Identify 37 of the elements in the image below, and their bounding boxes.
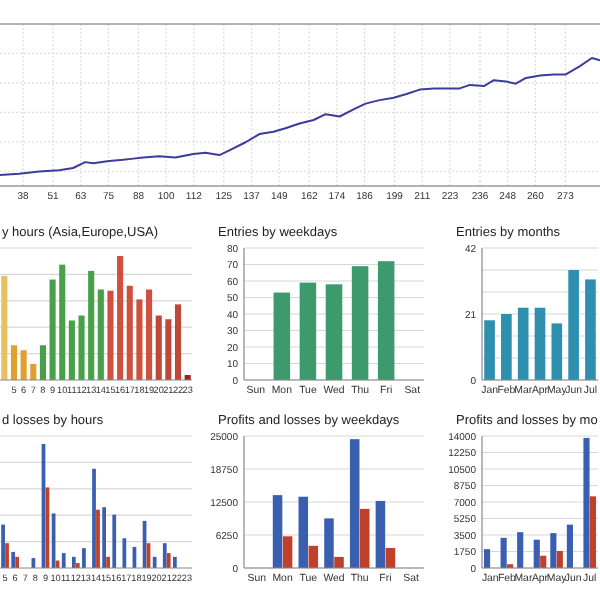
bar — [377, 261, 395, 380]
bar — [272, 495, 283, 568]
bar — [351, 266, 369, 380]
bar — [517, 532, 524, 568]
bar — [325, 284, 343, 380]
bar — [299, 282, 317, 380]
bar — [551, 323, 563, 380]
bar — [334, 556, 344, 568]
bar — [308, 545, 319, 568]
bar — [566, 524, 573, 568]
bar — [359, 508, 370, 568]
bar — [385, 547, 396, 568]
bar — [39, 345, 46, 380]
bar — [174, 304, 182, 380]
bar — [484, 320, 495, 380]
bar — [273, 292, 291, 380]
bar — [501, 314, 512, 380]
bar — [583, 437, 590, 568]
bar — [534, 307, 546, 380]
bar — [589, 496, 597, 568]
bar — [585, 279, 596, 380]
bar — [282, 536, 293, 568]
bar — [375, 500, 386, 568]
bar — [298, 496, 309, 568]
bar — [517, 307, 529, 380]
bar — [533, 539, 540, 568]
bar — [97, 289, 104, 380]
bar — [349, 439, 360, 568]
bar — [550, 533, 557, 568]
bar — [10, 345, 18, 380]
bar — [556, 551, 563, 568]
bar — [483, 549, 491, 568]
bar — [568, 270, 579, 380]
bar — [146, 289, 153, 380]
bar — [324, 518, 334, 568]
bar — [500, 537, 507, 568]
bar — [1, 275, 8, 380]
